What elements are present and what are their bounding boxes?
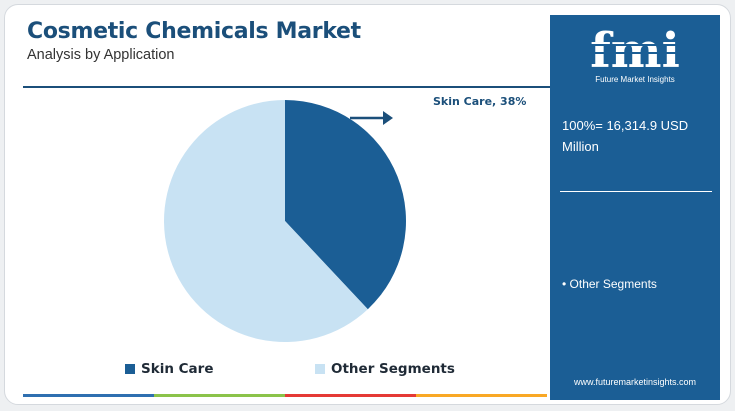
fmi-logo: fmi Future Market Insights xyxy=(572,23,698,93)
legend-item-other-segments: Other Segments xyxy=(315,361,455,377)
slice-label-skin-care: Skin Care, 38% xyxy=(433,95,526,108)
legend-label-other-segments: Other Segments xyxy=(331,361,455,377)
fmi-logo-mark: fmi xyxy=(578,23,692,79)
legend-swatch-other-segments xyxy=(315,364,325,374)
stripe-segment-blue xyxy=(23,394,154,397)
legend-label-skin-care: Skin Care xyxy=(141,361,214,377)
chart-card: Cosmetic Chemicals Market Analysis by Ap… xyxy=(4,4,731,405)
pie-chart: Skin Care, 38% xyxy=(163,95,526,342)
fmi-logo-letters: fmi xyxy=(590,23,680,75)
stripe-segment-yellow xyxy=(416,394,547,397)
annotation-arrow xyxy=(350,111,393,125)
chart-title: Cosmetic Chemicals Market xyxy=(27,19,361,44)
bottom-stripe xyxy=(23,394,547,397)
legend-item-skin-care: Skin Care xyxy=(125,361,213,377)
header-divider xyxy=(23,86,551,88)
website-link[interactable]: www.futuremarketinsights.com xyxy=(573,377,697,387)
legend-swatch-skin-care xyxy=(125,364,135,374)
chart-subtitle: Analysis by Application xyxy=(27,47,175,63)
panel-divider xyxy=(560,191,712,192)
stripe-segment-green xyxy=(154,394,285,397)
summary-panel: fmi Future Market Insights 100%= 16,314.… xyxy=(550,15,720,400)
market-total: 100%= 16,314.9 USD Million xyxy=(562,118,689,154)
pie-slice-skin-care xyxy=(285,100,406,310)
stripe-segment-red xyxy=(285,394,416,397)
pie-slice-other-segments xyxy=(163,100,368,342)
panel-bullet-other-segments: • Other Segments xyxy=(562,277,657,291)
logo-caption: Future Market Insights xyxy=(595,75,675,84)
